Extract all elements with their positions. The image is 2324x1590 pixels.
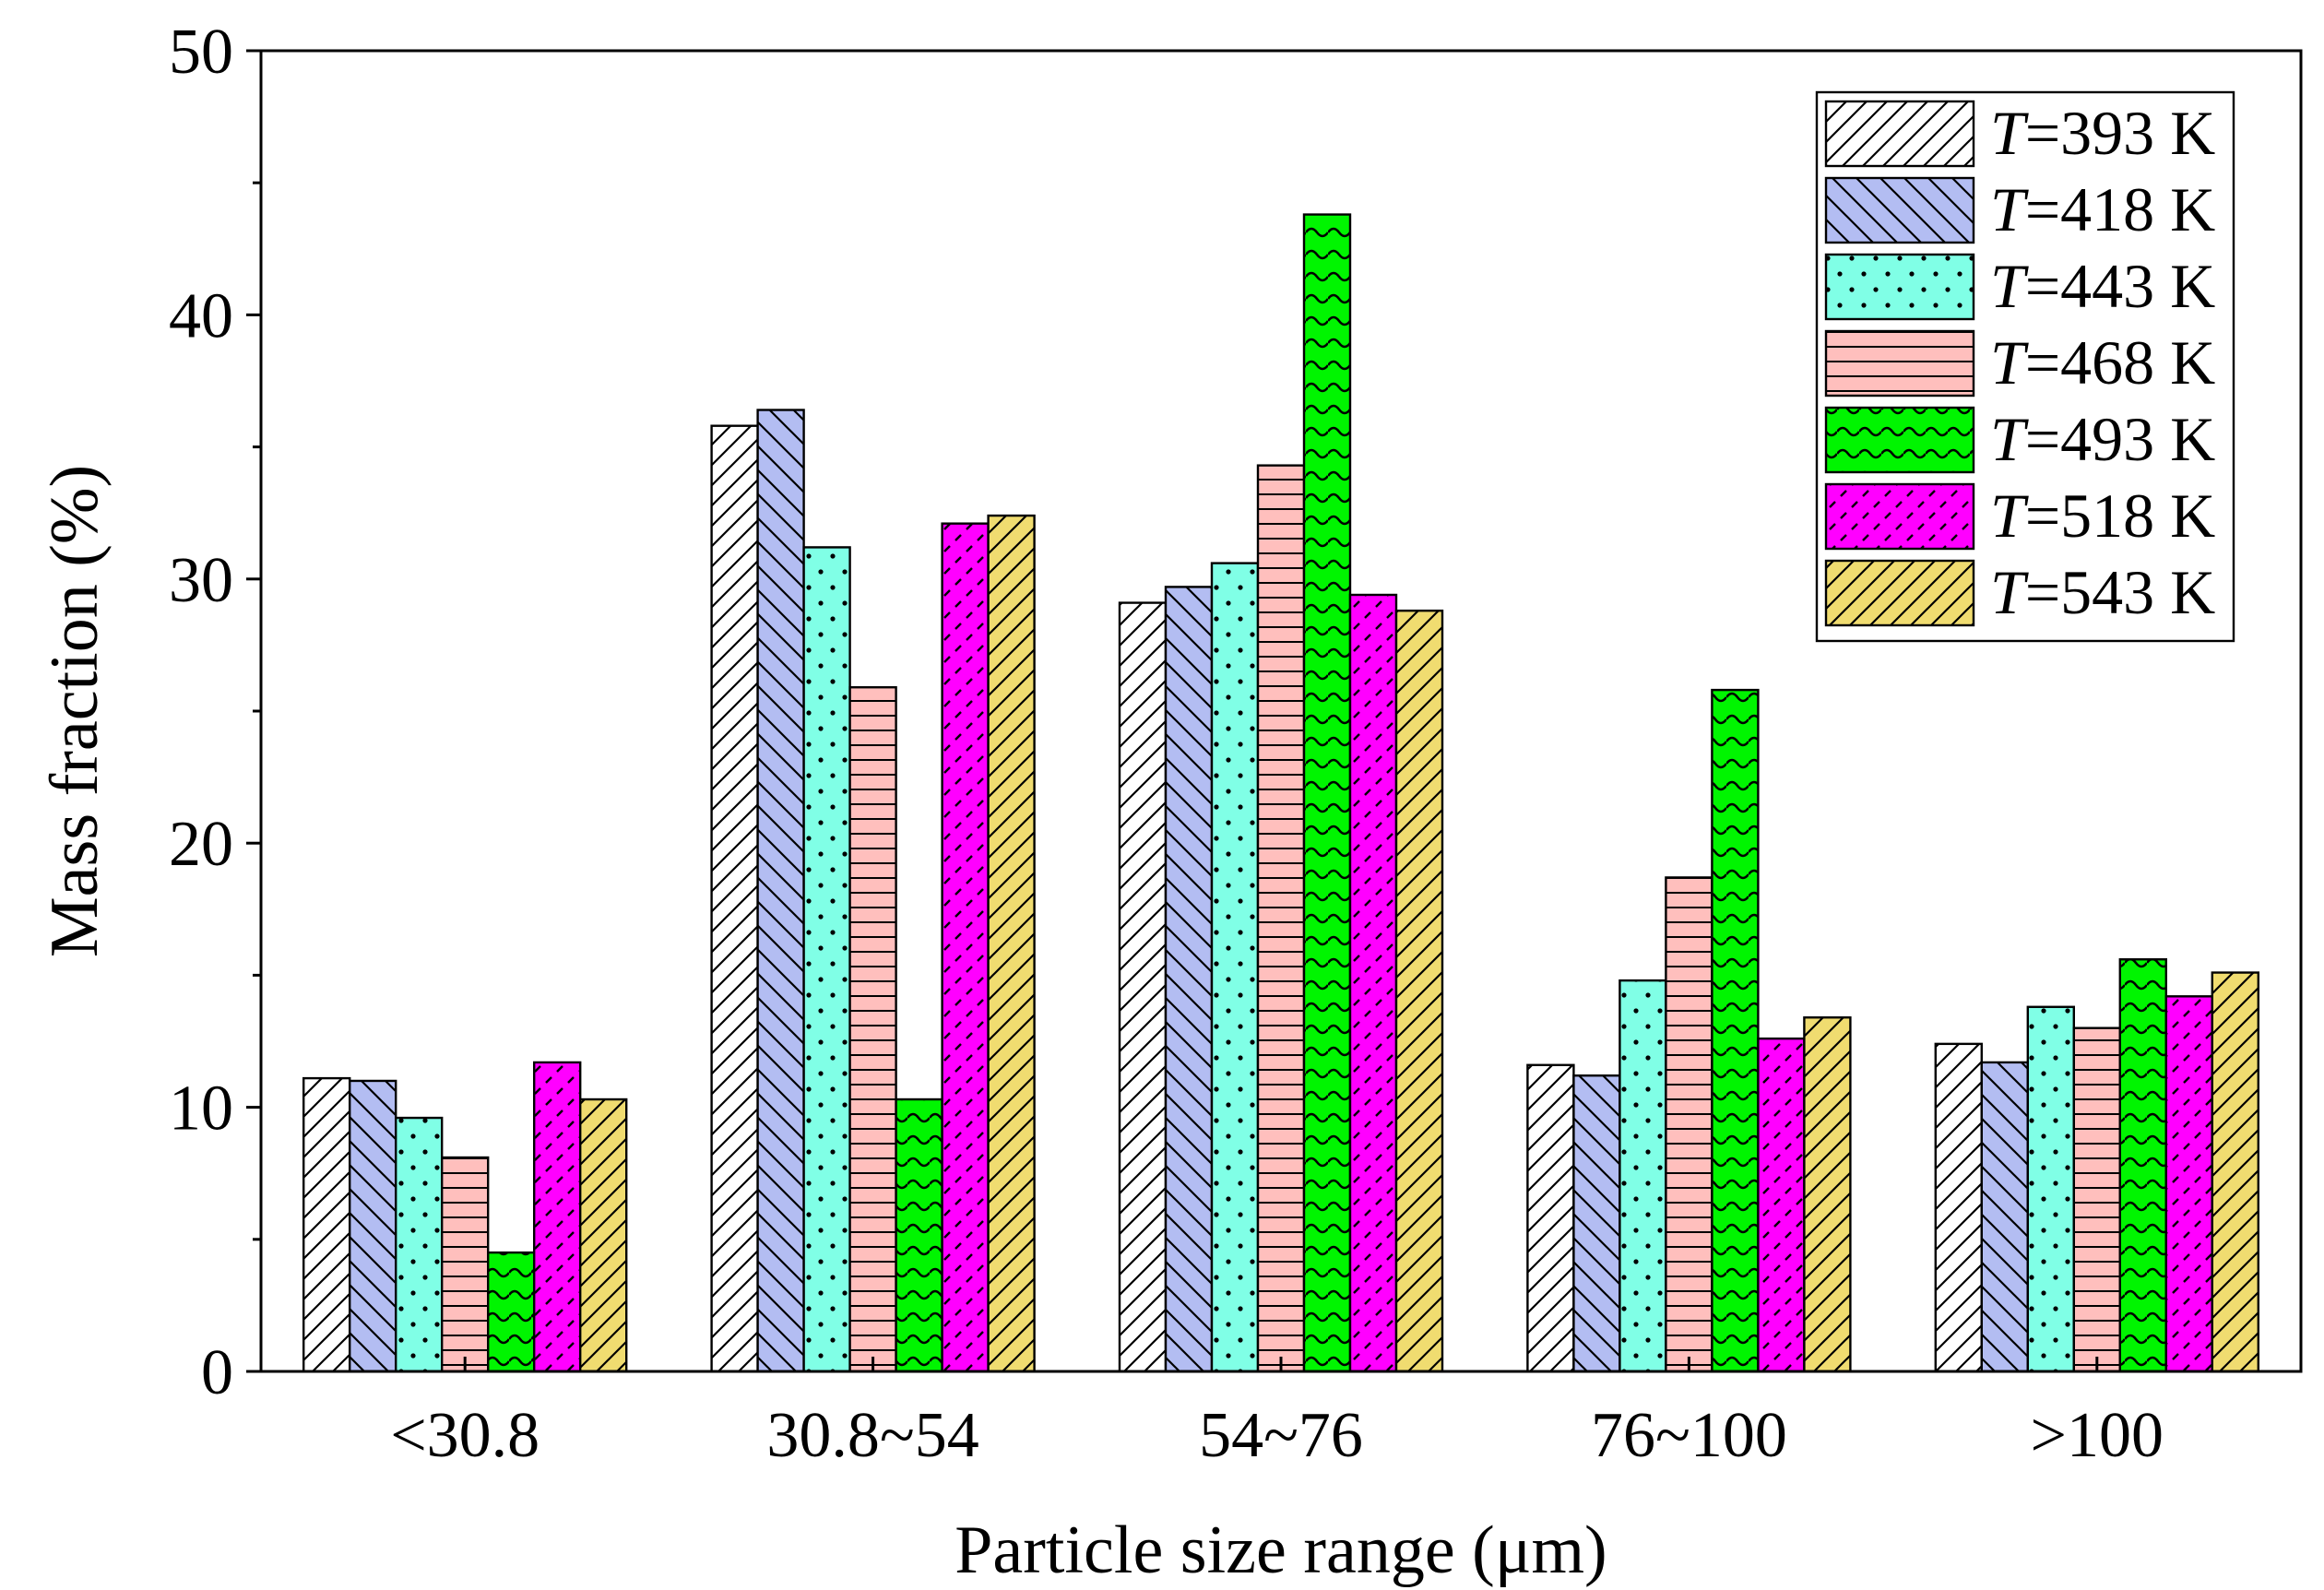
bar-4-4: [2118, 958, 2168, 1373]
bar-0-1: [349, 1079, 397, 1373]
axes-layer: 0 10 20 30 40 50 <30.8 30.8~54 54~76 76~100 >100: [169, 17, 2303, 1471]
bar-4-1: [1980, 1061, 2030, 1373]
bar-0-5: [533, 1061, 582, 1373]
bar-3-6: [1803, 1016, 1852, 1373]
bar-4-6: [2211, 971, 2260, 1373]
legend-label-4: T=493 K: [1990, 404, 2215, 474]
bar-1-4: [895, 1098, 943, 1373]
x-tick-label-4: >100: [2031, 1400, 2164, 1471]
y-tick-label-2: 20: [169, 809, 233, 880]
bar-3-1: [1572, 1074, 1621, 1373]
bar-2-6: [1394, 609, 1444, 1373]
bars-layer: [302, 213, 2260, 1373]
legend-swatch-5: [1824, 482, 1975, 551]
x-axis-label: Particle size range (μm): [954, 1513, 1607, 1588]
legend-label-3: T=468 K: [1990, 327, 2215, 398]
legend-label-5: T=518 K: [1990, 481, 2215, 551]
bar-2-2: [1210, 562, 1260, 1373]
bar-0-0: [302, 1076, 351, 1373]
bar-0-6: [579, 1098, 628, 1373]
bar-2-4: [1302, 213, 1352, 1373]
legend-swatch-4: [1824, 406, 1975, 474]
legend-label-0: T=393 K: [1990, 98, 2215, 168]
bar-2-3: [1256, 464, 1306, 1373]
bar-2-5: [1348, 593, 1398, 1373]
legend-swatch-3: [1824, 329, 1975, 398]
bar-3-0: [1526, 1063, 1575, 1373]
bar-3-2: [1618, 979, 1667, 1373]
y-tick-label-1: 10: [169, 1074, 233, 1145]
x-tick-label-2: 54~76: [1199, 1400, 1363, 1471]
bar-1-3: [848, 686, 897, 1373]
bar-3-4: [1711, 688, 1760, 1373]
bar-0-4: [487, 1251, 536, 1373]
bar-0-3: [441, 1156, 490, 1373]
bar-1-6: [987, 514, 1036, 1373]
bar-1-2: [802, 546, 851, 1373]
legend-swatch-2: [1824, 253, 1975, 321]
x-tick-label-3: 76~100: [1591, 1400, 1787, 1471]
y-tick-label-3: 30: [169, 545, 233, 616]
legend-label-1: T=418 K: [1990, 174, 2215, 244]
legend-swatch-6: [1824, 559, 1975, 627]
bar-1-1: [756, 409, 805, 1373]
bar-2-1: [1164, 586, 1214, 1373]
bar-2-0: [1118, 601, 1168, 1373]
legend-label-2: T=443 K: [1990, 251, 2215, 321]
y-tick-label-4: 40: [169, 280, 233, 351]
y-tick-label-0: 0: [201, 1337, 233, 1408]
legend-label-6: T=543 K: [1990, 557, 2215, 627]
bar-4-0: [1934, 1042, 1984, 1373]
bar-3-3: [1665, 876, 1713, 1373]
bar-3-5: [1757, 1037, 1806, 1373]
bar-1-0: [710, 424, 759, 1373]
bar-4-2: [2026, 1005, 2076, 1373]
legend: T=393 KT=418 KT=443 KT=468 KT=493 KT=518…: [1815, 90, 2235, 643]
legend-swatch-0: [1824, 100, 1975, 168]
bar-0-2: [395, 1116, 444, 1373]
y-tick-label-5: 50: [169, 17, 233, 88]
bar-4-5: [2164, 995, 2214, 1373]
x-tick-label-1: 30.8~54: [766, 1400, 978, 1471]
legend-swatch-1: [1824, 176, 1975, 244]
bar-4-3: [2072, 1026, 2122, 1373]
bar-1-5: [941, 522, 990, 1373]
x-tick-label-0: <30.8: [390, 1400, 540, 1471]
y-axis-label: Mass fraction (%): [37, 465, 113, 957]
